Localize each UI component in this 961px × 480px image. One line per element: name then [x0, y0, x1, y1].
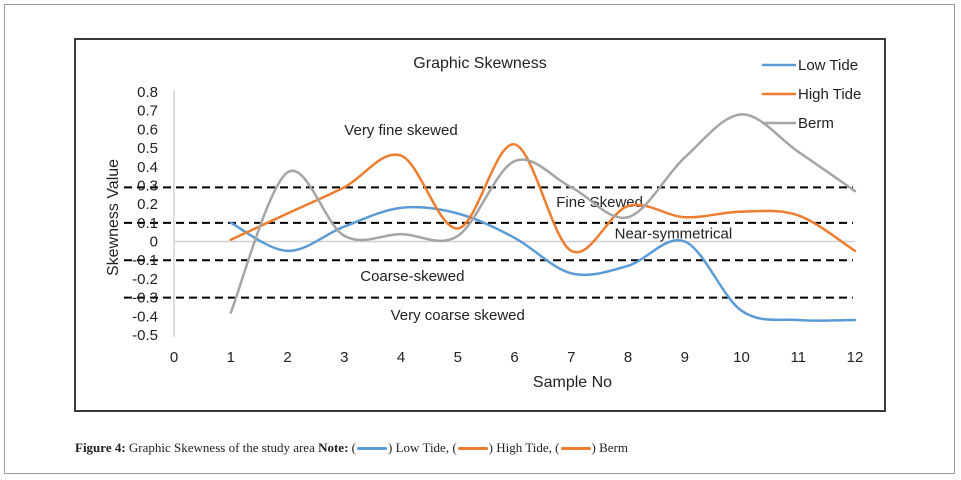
- x-tick-label-11: 11: [790, 349, 806, 366]
- x-tick-label-7: 7: [567, 349, 575, 366]
- caption-swatch-low-tide: [357, 446, 388, 450]
- y-tick-label-6: 0.2: [137, 196, 158, 213]
- x-tick-label-5: 5: [454, 349, 462, 366]
- chart-title: Graphic Skewness: [413, 55, 546, 72]
- x-tick-label-3: 3: [340, 349, 348, 366]
- caption-label: Figure 4:: [75, 440, 126, 455]
- caption-entry-high-tide: High Tide,: [496, 440, 552, 455]
- annotation-1: Fine Skewed: [556, 194, 643, 211]
- y-axis-title: Skewness Value: [105, 159, 122, 276]
- legend-label-berm: Berm: [798, 115, 834, 132]
- x-tick-label-12: 12: [847, 349, 864, 366]
- figure-frame: [4, 4, 955, 474]
- caption-swatch-berm: [560, 446, 591, 450]
- y-tick-label-8: 0: [150, 234, 158, 251]
- y-tick-label-11: -0.3: [132, 290, 158, 307]
- annotation-3: Coarse-skewed: [360, 268, 464, 285]
- y-tick-label-10: -0.2: [132, 271, 158, 288]
- y-tick-label-0: 0.8: [137, 84, 158, 101]
- x-axis-title: Sample No: [533, 374, 612, 391]
- annotation-0: Very fine skewed: [344, 122, 457, 139]
- chart-frame: 0.8 0.7 0.6 0.5 0.4 0.3 0.2 0.1 0 -0.1 -0.2 -0.3 -0.…: [74, 38, 886, 412]
- x-tick-label-8: 8: [624, 349, 632, 366]
- x-tick-label-10: 10: [733, 349, 750, 366]
- legend-label-low-tide: Low Tide: [798, 57, 858, 74]
- caption-swatch-high-tide: [457, 446, 488, 450]
- x-tick-label-9: 9: [681, 349, 689, 366]
- y-tick-label-5: 0.3: [137, 177, 158, 194]
- x-tick-label-4: 4: [397, 349, 405, 366]
- x-tick-label-6: 6: [510, 349, 518, 366]
- x-tick-label-2: 2: [283, 349, 291, 366]
- y-tick-label-1: 0.7: [137, 103, 158, 120]
- series-line-high-tide: [229, 143, 857, 254]
- y-tick-label-4: 0.4: [137, 159, 158, 176]
- y-tick-label-9: -0.1: [132, 252, 158, 269]
- y-tick-label-7: 0.1: [137, 215, 158, 232]
- caption-note-label: Note:: [318, 440, 349, 455]
- annotation-2: Near-symmetrical: [615, 226, 733, 243]
- y-tick-label-2: 0.6: [137, 121, 158, 138]
- caption-entry-berm: Berm: [599, 440, 628, 455]
- x-tick-label-1: 1: [227, 349, 235, 366]
- y-tick-label-13: -0.5: [132, 327, 158, 344]
- x-tick-label-0: 0: [170, 349, 178, 366]
- caption-text: Graphic Skewness of the study area: [128, 440, 315, 455]
- caption-entry-low-tide: Low Tide,: [395, 440, 450, 455]
- figure-caption: Figure 4: Graphic Skewness of the study …: [75, 440, 628, 455]
- legend-label-high-tide: High Tide: [798, 86, 861, 103]
- series-line-low-tide: [229, 205, 857, 322]
- y-tick-label-3: 0.5: [137, 140, 158, 157]
- y-tick-label-12: -0.4: [132, 308, 158, 325]
- series-line-berm: [229, 113, 857, 314]
- skewness-chart: 0.80.70.60.50.40.30.20.10-0.1-0.2-0.3-0.…: [105, 55, 864, 391]
- annotation-4: Very coarse skewed: [391, 307, 525, 324]
